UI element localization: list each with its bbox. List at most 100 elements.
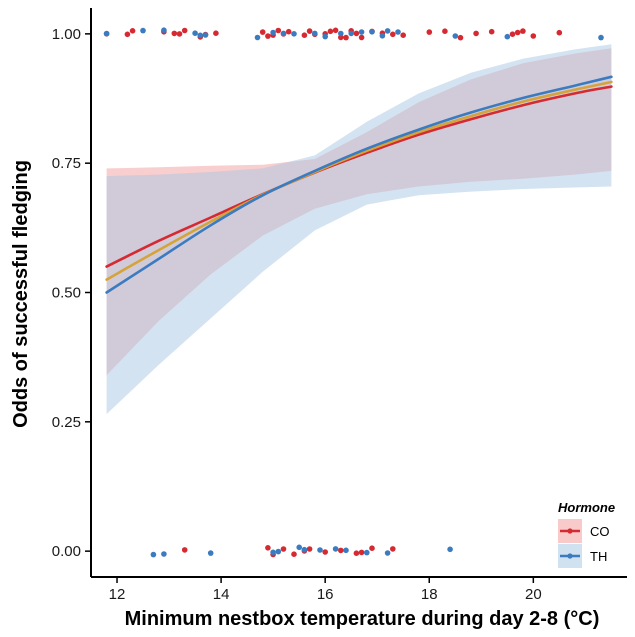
fit-line-co bbox=[105, 85, 613, 268]
point-co-failed bbox=[306, 546, 313, 552]
point-th-fledged bbox=[254, 34, 261, 41]
y-axis-title: Odds of successful fledging bbox=[10, 160, 32, 428]
point-co-fledged bbox=[457, 34, 464, 41]
point-th-fledged bbox=[197, 32, 204, 39]
point-th-fledged bbox=[452, 33, 459, 39]
legend-entry-th: TH bbox=[558, 544, 607, 568]
point-th-failed bbox=[270, 549, 276, 556]
y-tick-label: 0.00 bbox=[52, 543, 81, 560]
point-co-fledged bbox=[306, 28, 313, 34]
x-tick-label: 20 bbox=[525, 586, 542, 603]
legend-entry-co: CO bbox=[558, 519, 610, 543]
point-th-fledged bbox=[358, 29, 365, 35]
point-th-fledged bbox=[291, 31, 297, 37]
legend-label-co: CO bbox=[590, 524, 610, 539]
fit-lines bbox=[105, 75, 613, 294]
point-co-failed bbox=[280, 546, 287, 552]
point-co-fledged bbox=[265, 33, 271, 39]
data-points bbox=[103, 27, 604, 558]
point-co-fledged bbox=[520, 28, 526, 34]
point-th-fledged bbox=[348, 30, 355, 37]
point-th-fledged bbox=[270, 29, 276, 36]
point-co-failed bbox=[265, 545, 271, 551]
point-th-failed bbox=[275, 548, 282, 555]
point-th-fledged bbox=[140, 27, 146, 34]
point-th-failed bbox=[207, 550, 214, 556]
y-tick-label: 1.00 bbox=[52, 26, 81, 43]
point-th-fledged bbox=[280, 30, 287, 37]
point-co-fledged bbox=[275, 27, 282, 34]
point-co-fledged bbox=[285, 28, 292, 35]
y-tick-label: 0.25 bbox=[52, 414, 81, 431]
point-co-fledged bbox=[171, 30, 178, 37]
point-th-failed bbox=[301, 546, 308, 553]
y-tick-label: 0.75 bbox=[52, 155, 81, 172]
point-co-failed bbox=[338, 547, 344, 554]
point-th-failed bbox=[384, 550, 391, 556]
point-co-failed bbox=[181, 547, 188, 553]
point-co-failed bbox=[322, 549, 329, 555]
point-co-fledged bbox=[129, 28, 136, 34]
point-co-failed bbox=[369, 545, 375, 551]
point-co-fledged bbox=[488, 28, 495, 35]
point-co-fledged bbox=[327, 28, 334, 35]
point-co-failed bbox=[390, 546, 396, 552]
legend-dot-th bbox=[567, 553, 573, 559]
point-co-fledged bbox=[338, 34, 344, 41]
ticks: 12 14 16 18 20 0.00 0.25 0.50 0.75 1.00 bbox=[52, 26, 542, 603]
legend-title: Hormone bbox=[558, 500, 615, 515]
point-th-failed bbox=[296, 544, 303, 551]
point-th-fledged bbox=[504, 33, 511, 40]
point-th-fledged bbox=[395, 29, 401, 35]
fit-line-fit bbox=[105, 80, 613, 281]
point-co-fledged bbox=[301, 32, 308, 38]
point-co-fledged bbox=[181, 27, 188, 34]
x-tick-label: 14 bbox=[213, 586, 230, 603]
point-th-failed bbox=[150, 551, 157, 558]
point-co-fledged bbox=[176, 31, 183, 37]
x-tick-label: 12 bbox=[109, 586, 126, 603]
point-co-fledged bbox=[353, 30, 360, 37]
point-co-fledged bbox=[400, 32, 407, 38]
point-th-fledged bbox=[312, 30, 318, 37]
point-th-fledged bbox=[161, 27, 167, 33]
point-co-fledged bbox=[332, 27, 339, 34]
point-co-failed bbox=[291, 551, 297, 557]
legend-label-th: TH bbox=[590, 549, 607, 564]
point-th-fledged bbox=[202, 32, 209, 38]
point-th-fledged bbox=[369, 29, 375, 35]
point-co-fledged bbox=[556, 29, 563, 36]
point-co-fledged bbox=[442, 28, 448, 34]
point-th-fledged bbox=[192, 30, 198, 36]
point-th-failed bbox=[332, 546, 339, 552]
point-th-fledged bbox=[384, 28, 391, 34]
point-co-fledged bbox=[213, 30, 219, 36]
point-co-fledged bbox=[124, 31, 131, 38]
point-co-fledged bbox=[514, 29, 521, 36]
point-co-fledged bbox=[343, 34, 349, 41]
ci-band-th bbox=[106, 44, 612, 415]
legend-dot-co bbox=[567, 528, 573, 534]
point-th-fledged bbox=[322, 33, 329, 40]
legend: Hormone CO TH bbox=[558, 500, 615, 568]
point-th-failed bbox=[343, 547, 349, 554]
point-th-fledged bbox=[103, 30, 110, 37]
point-co-fledged bbox=[426, 29, 433, 35]
point-th-failed bbox=[161, 551, 167, 557]
y-tick-label: 0.50 bbox=[52, 285, 81, 302]
point-th-failed bbox=[317, 547, 323, 553]
point-co-fledged bbox=[259, 29, 266, 35]
point-th-fledged bbox=[598, 34, 604, 41]
x-tick-label: 18 bbox=[421, 586, 438, 603]
point-co-fledged bbox=[530, 33, 537, 39]
point-co-fledged bbox=[509, 31, 516, 37]
point-th-failed bbox=[447, 546, 453, 553]
point-co-fledged bbox=[358, 34, 365, 41]
point-th-fledged bbox=[379, 33, 386, 39]
x-axis-title: Minimum nestbox temperature during day 2… bbox=[125, 608, 600, 630]
point-th-fledged bbox=[338, 30, 344, 37]
point-co-failed bbox=[353, 550, 360, 556]
point-co-failed bbox=[358, 549, 365, 556]
confidence-bands bbox=[106, 44, 612, 415]
